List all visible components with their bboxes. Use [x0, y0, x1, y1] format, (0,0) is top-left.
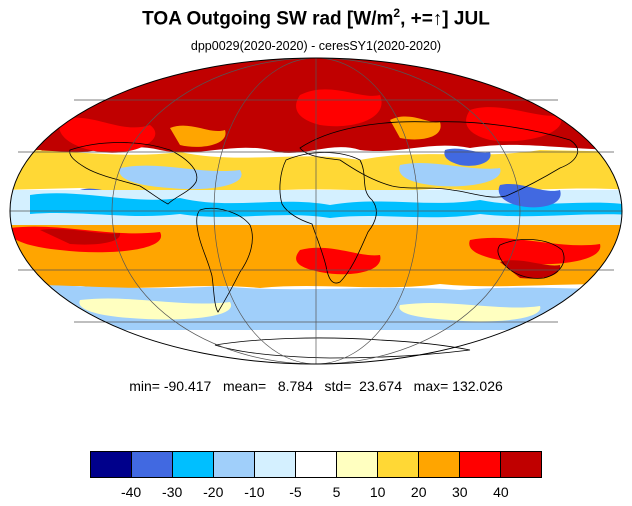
- coastlines: [69, 121, 579, 359]
- chart-subtitle: dpp0029(2020-2020) - ceresSY1(2020-2020): [190, 39, 442, 53]
- colorbar-labels: -40 -30 -20 -10 -5 5 10 20 30 40: [90, 484, 542, 502]
- mollweide-map: [9, 57, 623, 365]
- colorbar-tick-label: -20: [203, 484, 224, 500]
- colorbar-tick-label: 20: [410, 484, 427, 500]
- colorbar-swatch: [460, 452, 501, 477]
- coastline-south-america: [196, 208, 253, 313]
- colorbar-swatch: [91, 452, 132, 477]
- colorbar-swatch: [337, 452, 378, 477]
- south-darkred-decks: [40, 229, 561, 279]
- colorbar-swatch: [132, 452, 173, 477]
- colorbar-swatch: [214, 452, 255, 477]
- colorbar-tick-label: 10: [369, 484, 386, 500]
- chart-title: TOA Outgoing SW rad [W/m2, +=↑] JUL: [0, 6, 632, 30]
- arctic-red-patches: [59, 89, 562, 153]
- colorbar: [90, 451, 542, 478]
- statistics-line: min= -90.417 mean= 8.784 std= 23.674 max…: [129, 378, 503, 394]
- north-mid-blue: [119, 163, 501, 190]
- colorbar-tick-label: 30: [452, 484, 468, 500]
- colorbar-tick-label: 5: [332, 484, 341, 500]
- itcz-strong-negative: [498, 183, 561, 208]
- arctic-orange-patches: [170, 116, 441, 147]
- colorbar-tick-label: -40: [120, 484, 142, 500]
- colorbar-swatch: [255, 452, 296, 477]
- title-tail: , +=↑] JUL: [400, 8, 490, 30]
- colorbar-swatch: [419, 452, 460, 477]
- globe-outline: [9, 57, 623, 365]
- coastline-eurasia: [299, 121, 579, 198]
- colorbar-swatch: [501, 452, 541, 477]
- itcz-deep-blue: [30, 193, 622, 218]
- colorbar-tick-label: -5: [289, 484, 302, 500]
- colorbar-swatch: [296, 452, 337, 477]
- south-mid-yellow: [79, 298, 541, 322]
- coastline-africa: [279, 152, 377, 284]
- colorbar-tick-label: -10: [244, 484, 265, 500]
- title-main: TOA Outgoing SW rad [W/m: [142, 8, 394, 30]
- colorbar-tick-label: 40: [493, 484, 509, 500]
- title-superscript: 2: [393, 6, 401, 20]
- coastline-north-america: [69, 142, 198, 205]
- colorbar-swatch: [173, 452, 214, 477]
- colorbar-tick-label: -30: [162, 484, 183, 500]
- colorbar-swatch: [378, 452, 419, 477]
- coastline-antarctica: [214, 337, 471, 359]
- south-red-decks: [10, 226, 601, 275]
- coastline-australia: [497, 239, 565, 279]
